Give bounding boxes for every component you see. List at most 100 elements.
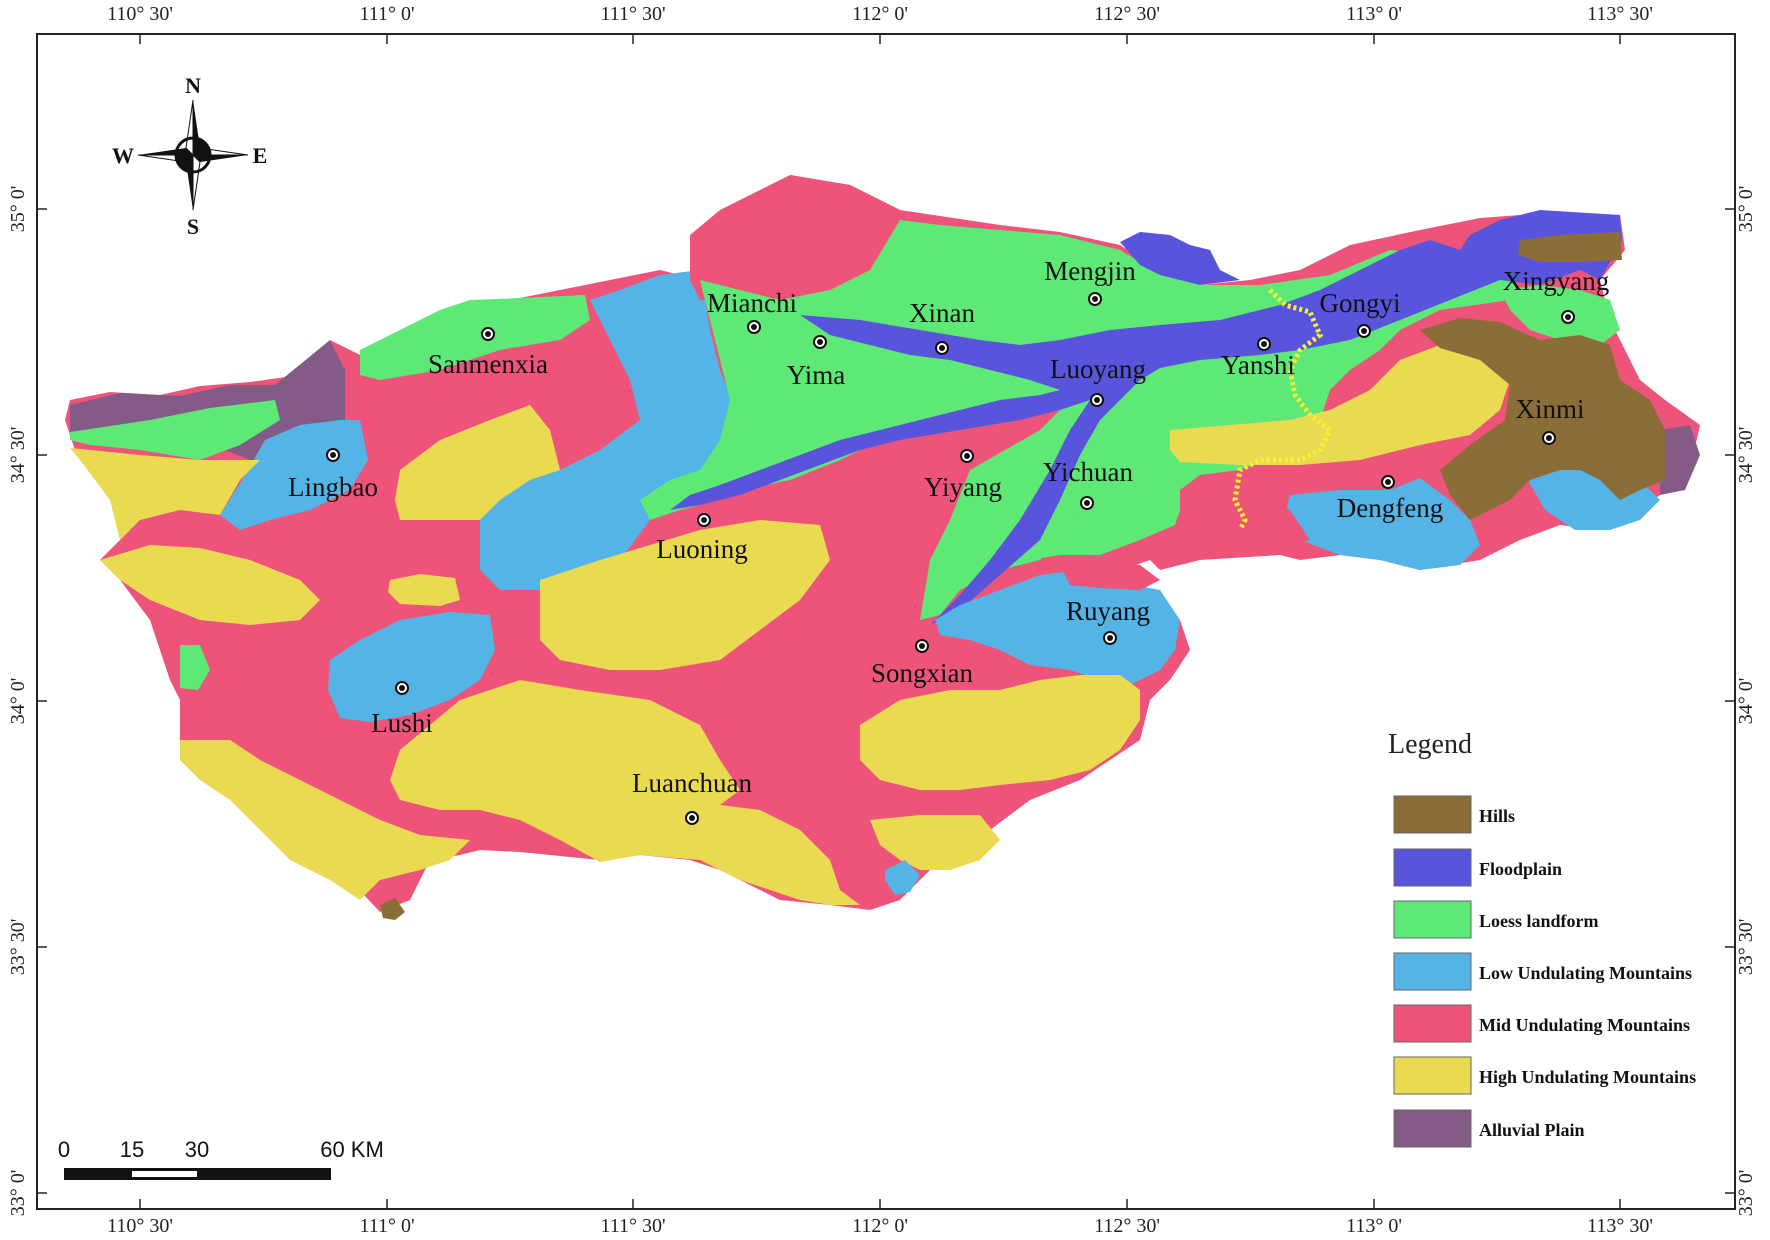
- city-markers: Sanmenxia Lingbao Mianchi Yima Xinan Men…: [288, 256, 1609, 825]
- compass-rose: N S E W: [112, 73, 267, 239]
- compass-s: S: [187, 214, 199, 239]
- right-tick-labels: 35° 0' 34° 30' 34° 0' 33° 30' 33° 0': [1735, 186, 1757, 1217]
- region-low-ruyang: [935, 570, 1180, 685]
- legend-label: Alluvial Plain: [1479, 1120, 1585, 1140]
- compass-e: E: [253, 143, 268, 168]
- svg-text:Yima: Yima: [787, 360, 846, 390]
- legend-title: Legend: [1388, 729, 1472, 760]
- legend-label: High Undulating Mountains: [1479, 1067, 1696, 1087]
- region-high-south-small: [870, 815, 1000, 870]
- bottom-tick-label: 113° 30': [1587, 1215, 1653, 1237]
- region-loess-far-west: [70, 400, 280, 460]
- svg-text:Yiyang: Yiyang: [924, 472, 1002, 502]
- right-tick-label: 33° 0': [1735, 1170, 1757, 1217]
- region-mid-dengfeng-west: [1185, 492, 1310, 545]
- region-floodplain: [670, 210, 1622, 625]
- region-high-southeast: [860, 675, 1140, 790]
- svg-text:Lushi: Lushi: [371, 708, 433, 738]
- svg-text:Yichuan: Yichuan: [1043, 457, 1133, 487]
- city-yiyang: Yiyang: [924, 449, 1002, 502]
- svg-text:Mengjin: Mengjin: [1044, 256, 1136, 286]
- region-low-lingbao: [220, 420, 368, 530]
- legend-label: Low Undulating Mountains: [1479, 963, 1692, 983]
- svg-text:Luanchuan: Luanchuan: [632, 768, 752, 798]
- svg-text:Luoyang: Luoyang: [1050, 354, 1146, 384]
- city-lingbao: Lingbao: [288, 448, 378, 502]
- region-high-west2: [100, 545, 320, 625]
- top-tick-label: 113° 30': [1587, 3, 1653, 25]
- legend-label: Floodplain: [1479, 859, 1562, 879]
- legend-swatch: [1393, 1004, 1472, 1043]
- legend-item-floodplain: Floodplain: [1393, 848, 1562, 887]
- region-high-southwest: [180, 740, 470, 900]
- left-tick-label: 34° 30': [7, 427, 29, 484]
- scale-bar: 0 15 30 60 KM: [58, 1137, 384, 1180]
- legend-label: Mid Undulating Mountains: [1479, 1015, 1690, 1035]
- legend: Legend Hills Floodplain Loess landform L…: [1388, 729, 1696, 1148]
- legend-swatch: [1393, 848, 1472, 887]
- region-low-dengfeng: [1285, 478, 1480, 570]
- right-tick-label: 34° 30': [1735, 427, 1757, 484]
- region-high-small: [388, 574, 460, 606]
- legend-swatch: [1393, 952, 1472, 991]
- top-tick-label: 112° 30': [1094, 3, 1160, 25]
- city-dengfeng: Dengfeng: [1337, 475, 1443, 523]
- region-mid-north: [690, 175, 900, 300]
- scale-label: 30: [185, 1137, 209, 1162]
- right-tick-label: 35° 0': [1735, 186, 1757, 233]
- city-luanchuan: Luanchuan: [632, 768, 752, 825]
- region-loess-small-west: [180, 645, 210, 690]
- legend-item-low: Low Undulating Mountains: [1393, 952, 1692, 991]
- city-yima: Yima: [787, 335, 846, 390]
- compass-n: N: [185, 73, 201, 98]
- bottom-tick-label: 111° 0': [359, 1215, 414, 1237]
- region-mid-ruyang-patch: [1060, 560, 1160, 590]
- svg-text:Xinmi: Xinmi: [1515, 394, 1584, 424]
- city-mengjin: Mengjin: [1044, 256, 1136, 306]
- legend-swatch: [1393, 1109, 1472, 1148]
- graticule-ticks: [37, 34, 1735, 1209]
- scale-label: 15: [120, 1137, 144, 1162]
- region-loess-sanmenxia: [360, 295, 590, 380]
- scale-label: 60 KM: [320, 1137, 384, 1162]
- top-tick-labels: 110° 30' 111° 0' 111° 30' 112° 0' 112° 3…: [107, 3, 1653, 25]
- compass-w: W: [112, 143, 134, 168]
- city-luoyang: Luoyang: [1050, 354, 1146, 407]
- region-low-luoning: [480, 270, 740, 590]
- top-tick-label: 113° 0': [1346, 3, 1402, 25]
- svg-text:Gongyi: Gongyi: [1320, 288, 1401, 318]
- region-hills-north: [1518, 232, 1622, 262]
- svg-text:Songxian: Songxian: [871, 658, 974, 688]
- legend-swatch: [1393, 1056, 1472, 1095]
- svg-text:Xingyang: Xingyang: [1503, 266, 1609, 296]
- legend-item-alluvial: Alluvial Plain: [1393, 1109, 1585, 1148]
- svg-text:Yanshi: Yanshi: [1221, 350, 1295, 380]
- city-xinmi: Xinmi: [1515, 394, 1585, 445]
- city-luoning: Luoning: [656, 513, 748, 564]
- city-mianchi: Mianchi: [707, 288, 797, 334]
- city-xinan: Xinan: [909, 298, 975, 355]
- region-high-west: [70, 448, 260, 540]
- left-tick-label: 34° 0': [7, 678, 29, 725]
- right-tick-label: 33° 30': [1735, 919, 1757, 976]
- legend-swatch: [1393, 795, 1472, 834]
- legend-item-high: High Undulating Mountains: [1393, 1056, 1696, 1095]
- region-hills-small-south: [380, 898, 405, 920]
- left-tick-labels: 35° 0' 34° 30' 34° 0' 33° 30' 33° 0': [7, 186, 29, 1217]
- bottom-tick-label: 112° 0': [852, 1215, 908, 1237]
- legend-swatch: [1393, 900, 1472, 939]
- legend-label: Loess landform: [1479, 911, 1599, 931]
- region-loess-xingyang: [1500, 285, 1620, 345]
- scale-label: 0: [58, 1137, 70, 1162]
- region-hills-xinmi: [1420, 318, 1665, 520]
- bottom-tick-label: 113° 0': [1346, 1215, 1402, 1237]
- top-tick-label: 110° 30': [107, 3, 173, 25]
- svg-text:Dengfeng: Dengfeng: [1337, 493, 1443, 523]
- left-tick-label: 35° 0': [7, 186, 29, 233]
- bottom-tick-label: 111° 30': [600, 1215, 665, 1237]
- legend-label: Hills: [1479, 806, 1515, 826]
- city-yichuan: Yichuan: [1043, 457, 1133, 510]
- region-high-south-central: [540, 520, 830, 670]
- top-tick-label: 111° 0': [359, 3, 414, 25]
